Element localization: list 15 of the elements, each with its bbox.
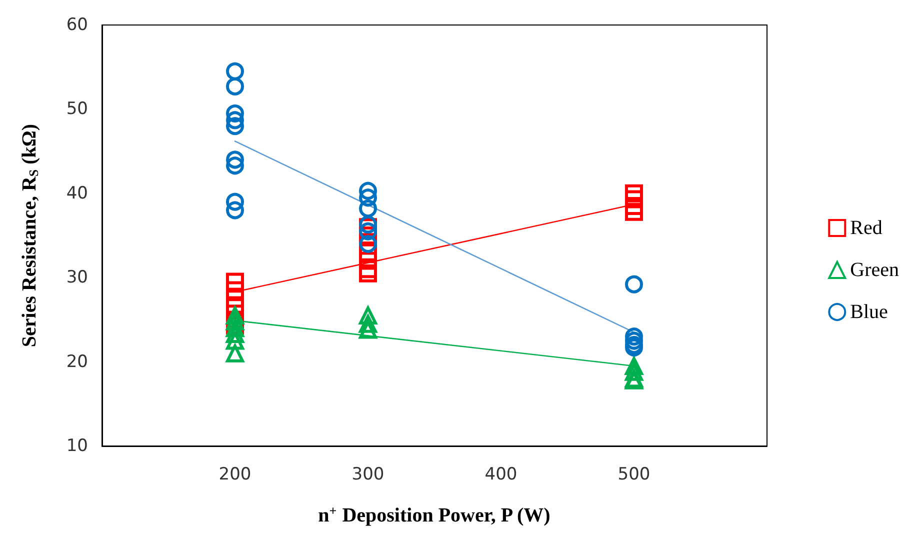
y-tick-label: 40	[66, 183, 88, 204]
x-tick-label: 400	[484, 464, 518, 484]
x-tick-label: 200	[218, 464, 252, 484]
y-tick-label: 60	[66, 15, 88, 35]
x-tick-label: 500	[618, 464, 650, 484]
y-tick-label: 30	[66, 268, 88, 288]
legend-label: Red	[850, 217, 882, 239]
y-tick-label: 10	[66, 436, 88, 456]
x-axis-title: n+ Deposition Power, P (W)	[318, 503, 550, 526]
y-tick-label: 20	[66, 352, 88, 372]
legend-label: Green	[850, 259, 899, 281]
y-tick-label: 50	[66, 99, 88, 120]
legend-label: Blue	[850, 301, 888, 323]
y-axis-title: Series Resistance, RS (kΩ)	[18, 124, 41, 348]
x-tick-label: 300	[352, 464, 384, 484]
